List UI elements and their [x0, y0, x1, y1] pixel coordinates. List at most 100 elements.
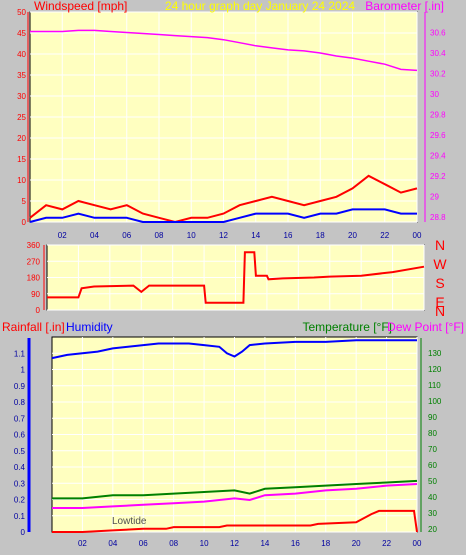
time-tick-label: 10 [187, 231, 196, 240]
windspeed-tick-label: 10 [17, 176, 26, 185]
rain-humidity-tick-label: 0 [21, 528, 26, 537]
time-tick-label: 06 [122, 231, 131, 240]
series-line [51, 339, 417, 360]
barometer-tick-label: 28.8 [430, 213, 446, 222]
rain-humidity-tick-label: 0.4 [14, 463, 26, 472]
windspeed-label: Windspeed [mph] [34, 0, 127, 13]
rain-humidity-axis: 0 0.1 0.2 0.3 0.4 0.5 0.6 0.7 0.8 0.9 1 1.1 [14, 349, 26, 537]
windspeed-tick-label: 0 [22, 218, 27, 227]
dewpoint-label: Dew Point [°F] [387, 320, 464, 334]
temperature-tick-label: 20 [428, 525, 437, 534]
barometer-tick-label: 29.2 [430, 172, 446, 181]
temperature-tick-label: 60 [428, 461, 437, 470]
time-tick-label: 12 [230, 539, 239, 548]
barometer-tick-label: 29.4 [430, 151, 446, 160]
barometer-tick-label: 29.8 [430, 110, 446, 119]
rainfall-label: Rainfall [.in] [2, 320, 65, 334]
time-tick-label: 02 [78, 539, 87, 548]
time-tick-label: 22 [380, 231, 389, 240]
rain-humidity-tick-label: 0.3 [14, 479, 26, 488]
temperature-tick-label: 50 [428, 477, 437, 486]
compass-letter-e: E [435, 294, 444, 310]
temperature-tick-label: 130 [428, 349, 442, 358]
barometer-tick-label: 30.6 [430, 28, 446, 37]
windspeed-tick-label: 20 [17, 134, 26, 143]
series-line [29, 174, 418, 224]
time-tick-label: 08 [155, 231, 164, 240]
graph-title: 24 hour graph day January 24 2024 [165, 0, 355, 13]
bottom-time-axis: 02 04 06 08 10 12 14 16 18 20 22 00 [78, 539, 422, 548]
barometer-tick-label: 30 [430, 90, 439, 99]
temperature-label: Temperature [°F] [303, 320, 393, 334]
direction-series [47, 251, 425, 304]
direction-tick-label: 0 [36, 306, 41, 315]
windspeed-tick-label: 15 [17, 155, 26, 164]
compass-letter-w: W [433, 256, 447, 272]
compass-letter-n-bottom: N [435, 303, 445, 319]
time-tick-label: 18 [321, 539, 330, 548]
rain-humidity-tick-label: 0.2 [14, 496, 26, 505]
windspeed-tick-label: 45 [17, 29, 26, 38]
time-tick-label: 00 [413, 539, 422, 548]
rain-humidity-tick-label: 0.8 [14, 398, 26, 407]
time-tick-label: 06 [139, 539, 148, 548]
windspeed-tick-label: 25 [17, 113, 26, 122]
barometer-tick-label: 29 [430, 192, 439, 201]
direction-tick-label: 360 [27, 241, 41, 250]
time-tick-label: 02 [58, 231, 67, 240]
windspeed-tick-label: 50 [17, 8, 26, 17]
time-tick-label: 14 [260, 539, 269, 548]
time-tick-label: 22 [382, 539, 391, 548]
temperature-tick-label: 90 [428, 413, 437, 422]
temperature-axis: 20 30 40 50 60 70 80 90 100 110 120 130 [428, 349, 442, 534]
rain-humidity-tick-label: 0.1 [14, 512, 26, 521]
windspeed-tick-label: 30 [17, 92, 26, 101]
time-tick-label: 10 [200, 539, 209, 548]
series-line [47, 251, 425, 304]
temperature-tick-label: 80 [428, 429, 437, 438]
windspeed-tick-label: 40 [17, 50, 26, 59]
time-tick-label: 04 [90, 231, 99, 240]
barometer-tick-label: 30.4 [430, 49, 446, 58]
top-time-axis: 02 04 06 08 10 12 14 16 18 20 22 00 [58, 231, 422, 240]
time-tick-label: 14 [251, 231, 260, 240]
direction-axis: 0 90 180 270 360 [27, 241, 45, 315]
top-grid [30, 11, 418, 223]
rain-humidity-tick-label: 1.1 [14, 349, 26, 358]
rain-humidity-tick-label: 0.9 [14, 382, 26, 391]
direction-tick-label: 270 [27, 257, 41, 266]
time-tick-label: 12 [219, 231, 228, 240]
temperature-tick-label: 70 [428, 445, 437, 454]
windspeed-axis: 0 5 10 15 20 25 30 35 40 45 50 [17, 8, 29, 227]
windspeed-tick-label: 5 [22, 197, 27, 206]
temperature-tick-label: 40 [428, 493, 437, 502]
windspeed-tick-label: 35 [17, 71, 26, 80]
time-tick-label: 16 [291, 539, 300, 548]
rain-humidity-tick-label: 0.5 [14, 447, 26, 456]
barometer-tick-label: 29.6 [430, 131, 446, 140]
time-tick-label: 00 [413, 231, 422, 240]
time-tick-label: 04 [108, 539, 117, 548]
temperature-tick-label: 30 [428, 509, 437, 518]
temperature-tick-label: 110 [428, 381, 441, 390]
bottom-series [51, 339, 418, 533]
time-tick-label: 08 [169, 539, 178, 548]
series-line [29, 208, 417, 223]
temperature-tick-label: 100 [428, 397, 442, 406]
time-tick-label: 20 [352, 539, 361, 548]
rain-humidity-tick-label: 0.6 [14, 431, 26, 440]
direction-tick-label: 180 [27, 274, 41, 283]
barometer-axis: 28.8 29 29.2 29.4 29.6 29.8 30 30.2 30.4 30.6 [424, 12, 446, 222]
temperature-tick-label: 120 [428, 365, 442, 374]
rain-humidity-tick-label: 1 [21, 366, 26, 375]
time-tick-label: 18 [316, 231, 325, 240]
top-series [29, 29, 418, 224]
time-tick-label: 20 [348, 231, 357, 240]
rain-humidity-tick-label: 0.7 [14, 414, 26, 423]
time-tick-label: 16 [284, 231, 293, 240]
series-line [30, 29, 418, 72]
barometer-tick-label: 30.2 [430, 69, 446, 78]
series-line [52, 483, 418, 509]
